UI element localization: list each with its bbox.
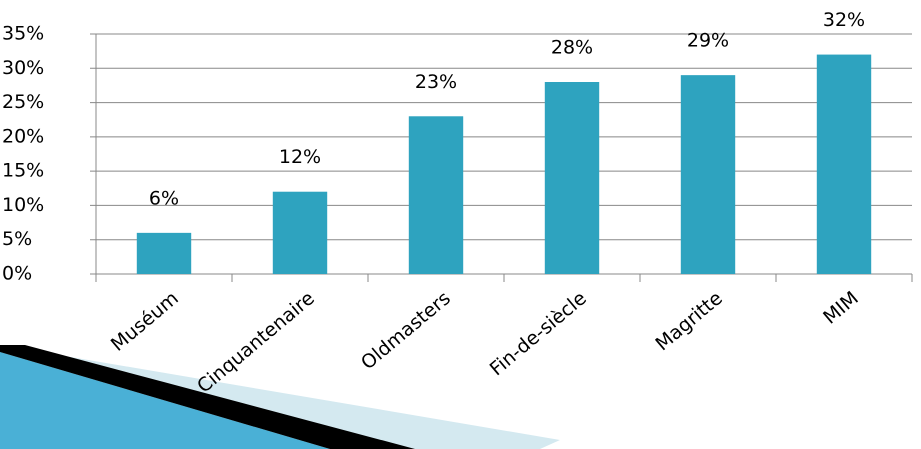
x-tick-label: Cinquantenaire bbox=[193, 287, 319, 397]
x-tick-label: MIM bbox=[819, 287, 863, 329]
y-tick-label: 30% bbox=[2, 57, 44, 79]
y-tick-label: 20% bbox=[2, 125, 44, 147]
bar bbox=[272, 191, 328, 274]
value-label: 23% bbox=[415, 71, 457, 93]
y-tick-label: 0% bbox=[2, 263, 32, 285]
x-tick-label: Oldmasters bbox=[357, 287, 455, 374]
y-tick-label: 5% bbox=[2, 228, 32, 250]
y-tick-label: 25% bbox=[2, 91, 44, 113]
x-tick-label: Magritte bbox=[651, 287, 726, 355]
bar bbox=[816, 54, 872, 275]
swoosh-dark bbox=[0, 345, 415, 449]
value-label: 29% bbox=[687, 30, 729, 52]
x-tick-label: Fin-de-siècle bbox=[486, 287, 591, 380]
bar bbox=[408, 116, 464, 275]
y-tick-label: 15% bbox=[2, 160, 44, 182]
value-label: 12% bbox=[279, 146, 321, 168]
y-tick-label: 35% bbox=[2, 23, 44, 45]
value-label: 32% bbox=[823, 9, 865, 31]
bar bbox=[136, 232, 192, 274]
x-tick-label: Muséum bbox=[107, 287, 183, 356]
value-label: 6% bbox=[149, 187, 179, 209]
decoration bbox=[0, 345, 560, 449]
bar bbox=[544, 82, 600, 274]
y-tick-label: 10% bbox=[2, 194, 44, 216]
bar bbox=[680, 75, 736, 275]
value-label: 28% bbox=[551, 37, 593, 59]
